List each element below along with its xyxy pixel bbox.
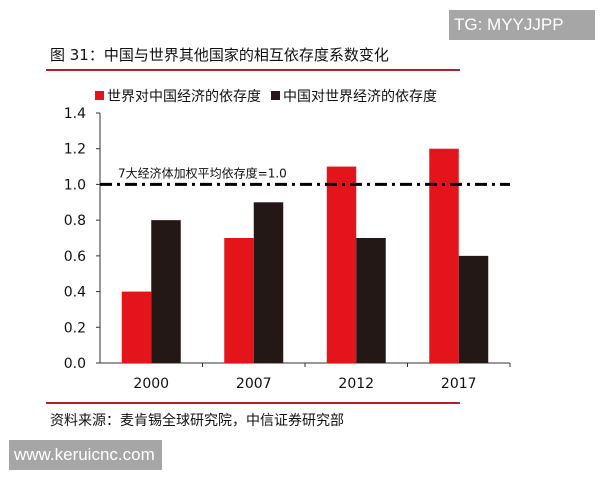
y-tick-label: 1.4 bbox=[64, 106, 86, 122]
legend-label: 世界对中国经济的依存度 bbox=[107, 89, 261, 105]
bar bbox=[151, 220, 181, 363]
bar bbox=[326, 166, 357, 363]
legend-swatch bbox=[271, 91, 280, 100]
y-tick-label: 1.0 bbox=[64, 177, 86, 193]
legend-swatch bbox=[95, 91, 104, 100]
bar bbox=[458, 255, 489, 363]
y-tick-label: 0.4 bbox=[64, 285, 86, 301]
reference-line-group: 7大经济体加权平均依存度=1.0 bbox=[100, 165, 510, 186]
y-tick-label: 0.6 bbox=[64, 249, 86, 265]
y-tick-label: 0.2 bbox=[64, 320, 86, 336]
x-tick-label: 2012 bbox=[338, 376, 374, 392]
x-tick-label: 2007 bbox=[236, 376, 272, 392]
source-divider bbox=[46, 402, 460, 404]
y-tick-label: 1.2 bbox=[64, 142, 86, 158]
x-tick-label: 2017 bbox=[441, 376, 477, 392]
title-divider bbox=[46, 69, 460, 71]
bar bbox=[356, 238, 386, 363]
y-tick-label: 0.0 bbox=[64, 356, 86, 372]
watermark-bottom: www.keruicnc.com bbox=[9, 440, 162, 470]
legend-label: 中国对世界经济的依存度 bbox=[283, 89, 437, 105]
bar bbox=[121, 291, 152, 363]
axes: 0.0 0.2 0.4 0.6 0.8 1.0 1.2 1.4 2000 2007 2012 2017 bbox=[64, 106, 511, 392]
figure-title: 图 31：中国与世界其他国家的相互依存度系数变化 bbox=[50, 46, 389, 64]
bar bbox=[429, 148, 459, 363]
legend: 世界对中国经济的依存度 中国对世界经济的依存度 bbox=[95, 89, 437, 105]
x-tick-label: 2000 bbox=[133, 376, 169, 392]
reference-line-label: 7大经济体加权平均依存度=1.0 bbox=[118, 165, 287, 180]
source-note: 资料来源：麦肯锡全球研究院，中信证券研究部 bbox=[50, 413, 344, 429]
y-tick-label: 0.8 bbox=[64, 213, 86, 229]
bars bbox=[121, 148, 489, 363]
watermark-top: TG: MYYJJPP bbox=[449, 10, 595, 40]
bar bbox=[253, 202, 284, 363]
bar bbox=[224, 238, 254, 363]
